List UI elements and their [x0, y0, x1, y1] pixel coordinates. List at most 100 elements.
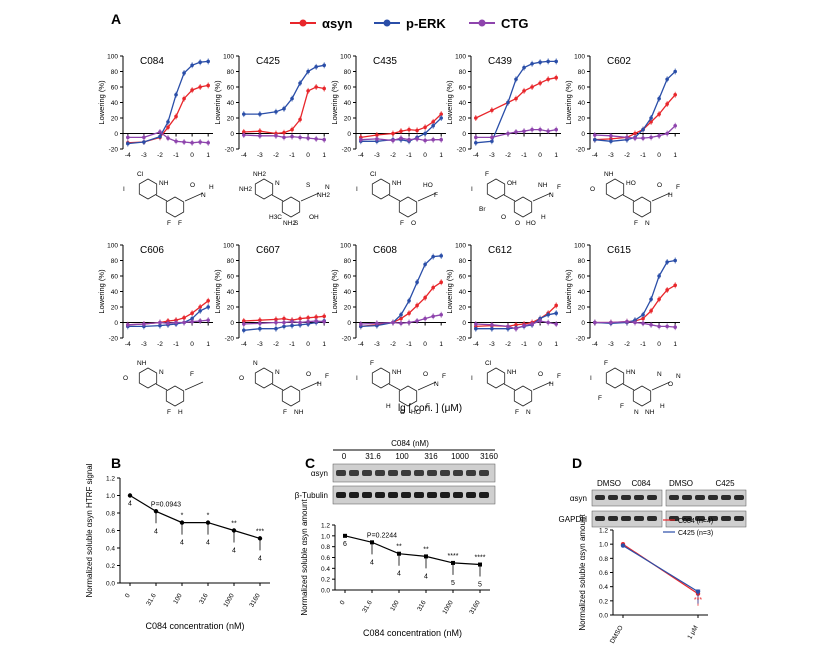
- x-tick-label: -2: [157, 341, 163, 348]
- y-tick-label: 60: [344, 274, 352, 281]
- y-tick-label: 80: [111, 258, 119, 265]
- data-point: [375, 137, 379, 141]
- x-tick-label: 1: [439, 341, 443, 348]
- n-label: 4: [180, 540, 184, 547]
- atom-label: NH2: [239, 186, 252, 193]
- data-point: [158, 134, 162, 139]
- x-tick-label: -2: [390, 152, 396, 159]
- y-tick-label: 0.6: [321, 555, 330, 562]
- data-point: [290, 96, 294, 101]
- data-point: [649, 135, 653, 140]
- aromatic-ring: [281, 385, 301, 407]
- data-point: [423, 295, 427, 300]
- data-point: [306, 69, 310, 74]
- data-point: [274, 326, 278, 331]
- data-point: [415, 128, 419, 133]
- y-tick-label: 80: [344, 69, 352, 76]
- data-point: [407, 320, 411, 325]
- y-tick-label: 0: [462, 320, 466, 327]
- data-point: [554, 59, 558, 64]
- y-tick-label: -20: [225, 147, 235, 154]
- panel-b-htrf-chart: 1.2 1.0 0.8 0.6 0.4 0.2 0.0 0 31.6 100 316 1000 3160…: [85, 463, 270, 631]
- x-tick-label: -1: [289, 152, 295, 159]
- bond: [503, 194, 516, 202]
- y-tick-label: 80: [459, 258, 467, 265]
- x-tick-label: 1: [554, 152, 558, 159]
- y-tick-label: 80: [578, 69, 586, 76]
- y-axis-label: Lowering (%): [564, 269, 573, 314]
- blot-band: [682, 516, 692, 521]
- atom-label: I: [356, 186, 358, 193]
- blot-row-label: GAPDH: [559, 515, 588, 524]
- data-point: [190, 316, 194, 321]
- data-point: [423, 138, 427, 143]
- data-point: [399, 312, 403, 317]
- data-point: [593, 137, 597, 142]
- x-tick-label: DMSO: [609, 625, 625, 645]
- atom-label: HO: [411, 409, 421, 416]
- data-point: [206, 299, 210, 303]
- blot-strip: [665, 510, 747, 528]
- data-point: [490, 326, 494, 331]
- x-tick-label: -4: [473, 152, 479, 159]
- data-point: [258, 318, 262, 322]
- aromatic-ring: [254, 178, 274, 200]
- data-point: [258, 129, 262, 133]
- data-point: [314, 65, 318, 69]
- y-tick-label: 40: [227, 100, 235, 107]
- blot-band: [388, 492, 398, 498]
- atom-label: I: [471, 186, 473, 193]
- blot-band: [453, 492, 463, 498]
- data-point: [375, 321, 379, 326]
- atom-label: F: [400, 220, 404, 227]
- y-tick-label: 100: [340, 54, 351, 61]
- y-tick-label: 100: [340, 243, 351, 250]
- data-point: [423, 316, 427, 321]
- x-tick-label: -3: [257, 152, 263, 159]
- atom-label: NH2: [253, 171, 266, 178]
- data-point: [649, 116, 653, 120]
- x-axis-label: C084 concentration (nM): [363, 628, 462, 638]
- y-tick-label: 20: [111, 305, 119, 312]
- x-tick-label: -3: [489, 152, 495, 159]
- data-point: [190, 88, 194, 92]
- atom-label: H3C: [269, 214, 282, 221]
- data-point: [359, 137, 363, 142]
- compound-title: C615: [607, 245, 631, 256]
- blot-band: [466, 492, 476, 498]
- chemical-structure-c084: Cl I NH O FF NH: [123, 171, 214, 227]
- data-point: [609, 134, 613, 138]
- significance-label: ***: [256, 528, 264, 535]
- data-point: [407, 299, 411, 303]
- y-tick-label: 0: [347, 131, 351, 138]
- data-point: [522, 323, 526, 328]
- y-tick-label: 0.4: [599, 584, 608, 591]
- x-tick-label: -1: [640, 341, 646, 348]
- data-point: [322, 319, 326, 324]
- data-point: [673, 92, 677, 97]
- x-tick-label: 0: [657, 152, 661, 159]
- x-tick-label: 0: [306, 152, 310, 159]
- bond: [417, 192, 437, 202]
- blot-band: [427, 470, 437, 476]
- blot-band: [362, 492, 372, 498]
- atom-label: NH: [645, 409, 655, 416]
- data-point: [258, 321, 262, 326]
- lane-label: 3160: [480, 452, 498, 461]
- data-point: [657, 134, 661, 138]
- bond: [388, 383, 401, 391]
- data-point: [641, 136, 645, 140]
- atom-label: F: [167, 220, 171, 227]
- htrf-chart: 1.2 1.0 0.8 0.6 0.4 0.2 0.0 0 31.6 100 316 1000 3160…: [85, 463, 270, 631]
- blot-header: C084: [631, 479, 651, 488]
- y-tick-label: 20: [344, 305, 352, 312]
- bond: [271, 383, 284, 391]
- y-tick-label: 40: [459, 289, 467, 296]
- atom-label: Cl: [370, 171, 377, 178]
- compound-title: C084: [140, 56, 164, 67]
- atom-label: OH: [507, 180, 517, 187]
- atom-label: N: [549, 192, 554, 199]
- blot-band: [336, 470, 346, 476]
- data-point: [633, 320, 637, 325]
- atom-label: NH: [604, 171, 614, 178]
